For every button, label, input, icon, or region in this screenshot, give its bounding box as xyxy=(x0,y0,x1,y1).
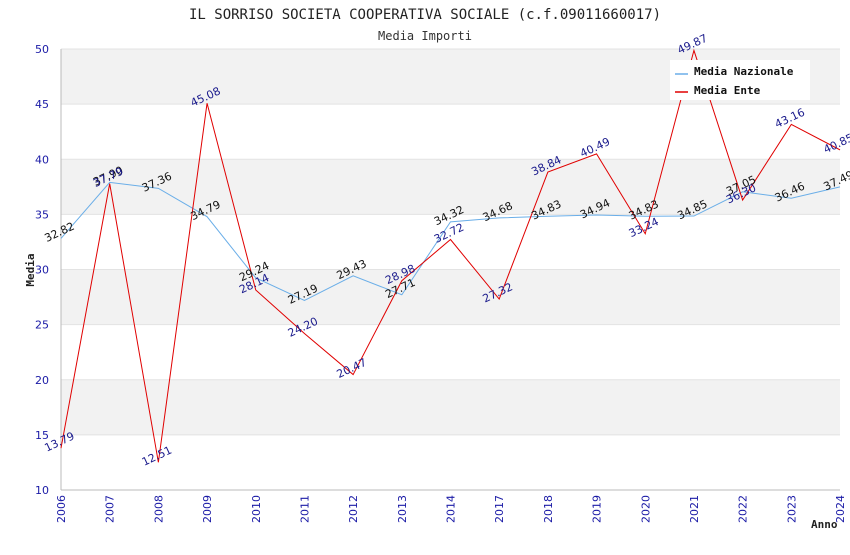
x-tick-label: 2020 xyxy=(639,495,652,523)
x-tick-label: 2010 xyxy=(250,495,263,523)
legend: Media Nazionale Media Ente xyxy=(670,60,810,100)
grid-band xyxy=(61,269,840,325)
chart-title: IL SORRISO SOCIETA COOPERATIVA SOCIALE (… xyxy=(189,7,661,23)
grid-band xyxy=(61,379,840,435)
y-tick-label: 40 xyxy=(35,153,49,166)
x-tick-label: 2008 xyxy=(152,495,165,523)
x-tick-label: 2009 xyxy=(201,495,214,523)
legend-label-media-nazionale: Media Nazionale xyxy=(694,65,794,78)
grid-bands xyxy=(61,49,840,490)
x-tick-label: 2014 xyxy=(445,495,458,523)
grid-band xyxy=(61,434,840,490)
series-lines xyxy=(60,48,841,463)
y-tick-label: 30 xyxy=(35,264,49,277)
x-tick-label: 2007 xyxy=(104,495,117,523)
series-line-media-nazionale xyxy=(60,181,841,302)
x-tick-labels: 2006 2007 2008 2009 2010 2011 2012 2013 2014 2017… xyxy=(55,495,847,523)
x-tick-label: 2012 xyxy=(347,495,360,523)
x-tick-label: 2017 xyxy=(493,495,506,523)
grid-band xyxy=(61,324,840,380)
grid-band xyxy=(61,159,840,215)
x-tick-label: 2006 xyxy=(55,495,68,523)
x-axis-label: Anno xyxy=(811,518,838,531)
x-tick-label: 2018 xyxy=(542,495,555,523)
series-line-media-ente xyxy=(60,48,841,463)
x-tick-label: 2011 xyxy=(298,495,311,523)
y-axis-label: Media xyxy=(24,253,37,286)
y-tick-label: 35 xyxy=(35,208,49,221)
x-tick-label: 2019 xyxy=(591,495,604,523)
y-tick-label: 20 xyxy=(35,374,49,387)
y-tick-label: 45 xyxy=(35,98,49,111)
x-tick-label: 2024 xyxy=(834,495,847,523)
x-tick-label: 2013 xyxy=(396,495,409,523)
y-tick-label: 15 xyxy=(35,429,49,442)
y-tick-labels: 10 15 20 25 30 35 40 45 50 xyxy=(35,43,49,497)
x-tick-label: 2023 xyxy=(785,495,798,523)
legend-label-media-ente: Media Ente xyxy=(694,84,761,97)
legend-box xyxy=(670,60,810,100)
chart-subtitle: Media Importi xyxy=(378,29,472,43)
grid-band xyxy=(61,104,840,160)
x-tick-label: 2021 xyxy=(688,495,701,523)
x-tick-label: 2022 xyxy=(737,495,750,523)
y-tick-label: 25 xyxy=(35,319,49,332)
y-tick-label: 50 xyxy=(35,43,49,56)
y-tick-label: 10 xyxy=(35,484,49,497)
